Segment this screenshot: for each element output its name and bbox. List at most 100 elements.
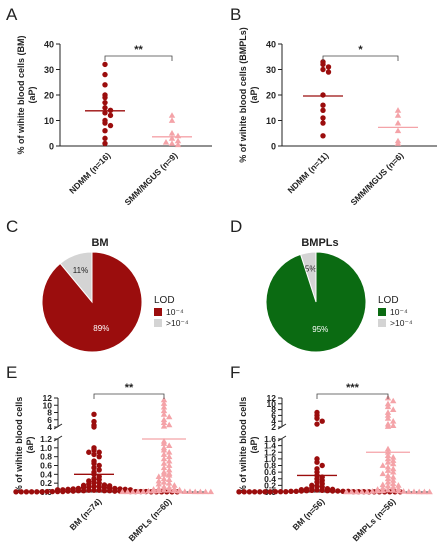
data-point-group-2 — [166, 421, 173, 428]
data-point-group-2 — [394, 140, 402, 146]
data-point-group-2 — [390, 418, 397, 424]
data-point-group-2 — [384, 467, 392, 473]
panel-a-scatter: 0 10 20 30 40 % of wihite blood cells (BM) (aP… — [16, 35, 212, 207]
data-point-group-1 — [44, 488, 50, 495]
data-point-group-2 — [390, 454, 397, 460]
data-point-group-1 — [91, 451, 97, 458]
data-point-group-2 — [390, 406, 397, 412]
panel-letter-e: E — [6, 363, 17, 382]
data-point-group-2 — [166, 479, 173, 486]
data-point-group-1 — [107, 112, 114, 119]
data-point-group-1 — [329, 488, 336, 494]
data-point-group-2 — [140, 488, 147, 494]
y-axis-label-line2: (aP) — [249, 86, 259, 103]
data-point-group-2 — [395, 487, 402, 494]
data-point-group-2 — [390, 473, 397, 480]
data-point-group-1 — [102, 128, 108, 134]
data-point-group-2 — [395, 482, 402, 488]
data-point-group-2 — [166, 457, 173, 464]
data-point-group-2 — [160, 396, 168, 403]
data-point-group-2 — [390, 487, 397, 493]
pie-slice-label: 11% — [73, 266, 88, 275]
data-point-group-2 — [160, 455, 168, 462]
data-point-group-2 — [166, 487, 173, 493]
data-point-group-2 — [160, 446, 168, 453]
data-point-group-2 — [394, 112, 402, 118]
data-point-group-2 — [384, 409, 392, 415]
data-point-group-1 — [320, 61, 326, 68]
data-point-group-1 — [324, 487, 331, 494]
y-tick-label: 0.2 — [40, 478, 52, 488]
data-point-group-2 — [176, 487, 183, 494]
data-point-group-1 — [54, 488, 61, 495]
data-point-group-2 — [119, 488, 126, 495]
panel-letter-a: A — [6, 5, 18, 24]
data-point-group-1 — [96, 467, 102, 473]
data-point-group-1 — [277, 488, 284, 495]
data-point-group-1 — [241, 489, 247, 495]
data-point-group-2 — [390, 422, 397, 428]
data-point-group-1 — [320, 102, 326, 108]
data-point-group-2 — [160, 464, 168, 471]
y-tick-label: 1.4 — [264, 441, 276, 451]
data-point-group-2 — [160, 403, 168, 410]
data-point-group-2 — [168, 117, 176, 123]
significance-label: ** — [134, 44, 143, 56]
data-point-group-2 — [384, 412, 392, 418]
data-point-group-1 — [91, 483, 97, 489]
data-point-group-1 — [91, 479, 97, 485]
data-point-group-2 — [348, 488, 355, 495]
data-point-group-1 — [251, 489, 258, 495]
data-point-group-1 — [34, 489, 40, 495]
data-point-group-1 — [314, 421, 320, 427]
data-point-group-2 — [174, 137, 182, 144]
data-point-group-2 — [150, 487, 157, 494]
data-point-group-2 — [160, 407, 168, 414]
data-point-group-2 — [379, 470, 386, 477]
data-point-group-1 — [86, 449, 92, 455]
data-point-group-2 — [390, 397, 397, 404]
pie-slice-label: 89% — [93, 324, 109, 333]
data-point-group-2 — [394, 127, 402, 134]
y-axis-label-line1: % of wihite blood cells — [14, 397, 24, 494]
data-point-group-1 — [262, 489, 268, 495]
data-point-group-1 — [309, 487, 315, 494]
x-category-label-1: BM (n=74) — [67, 496, 103, 532]
data-point-group-2 — [155, 477, 162, 484]
data-point-group-2 — [390, 468, 397, 475]
data-point-group-2 — [374, 487, 381, 494]
data-point-group-1 — [75, 487, 82, 494]
y-tick-label: 8 — [47, 408, 52, 418]
data-point-group-1 — [293, 488, 299, 495]
data-point-group-1 — [298, 488, 305, 494]
data-point-group-2 — [343, 488, 350, 495]
data-point-group-1 — [246, 489, 253, 495]
data-point-group-2 — [162, 138, 170, 145]
x-category-label-1: NDMM (n=16) — [67, 150, 112, 195]
data-point-group-1 — [102, 94, 108, 101]
pie-slice-label: 5% — [305, 264, 317, 273]
y-tick-label: 30 — [44, 65, 54, 75]
y-tick-label: 40 — [44, 40, 54, 50]
data-point-group-1 — [320, 92, 326, 98]
significance-label: *** — [346, 382, 360, 394]
data-point-group-2 — [394, 119, 402, 126]
y-tick-label: 0.2 — [264, 480, 276, 490]
y-axis-label-line1: % of wihite blood cells (BM) — [16, 35, 26, 154]
data-point-group-2 — [384, 403, 392, 410]
x-category-label-1: BM (n=56) — [290, 496, 326, 532]
data-point-group-1 — [102, 105, 108, 111]
y-tick-label: 0.8 — [264, 461, 276, 471]
data-point-group-1 — [319, 418, 325, 424]
data-point-group-1 — [102, 140, 108, 147]
data-point-group-1 — [267, 489, 273, 495]
data-point-group-1 — [320, 115, 326, 121]
panel-letter-f: F — [230, 363, 240, 382]
data-point-group-1 — [49, 488, 56, 495]
legend-swatch — [154, 308, 162, 316]
data-point-group-1 — [28, 489, 35, 495]
data-point-group-2 — [384, 423, 392, 429]
y-tick-label: 4 — [271, 416, 276, 426]
pie-title: BM — [91, 237, 108, 249]
